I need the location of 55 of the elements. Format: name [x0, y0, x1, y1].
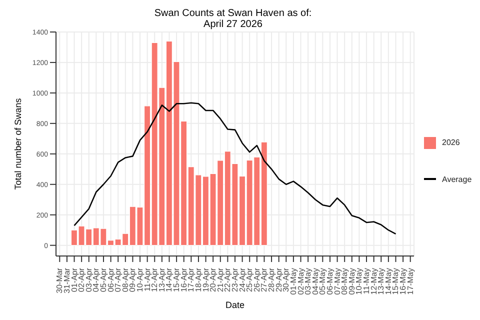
legend-label: Average [442, 174, 472, 184]
x-tick-label: 25-Apr [245, 268, 254, 292]
x-tick-label: 12-Apr [150, 268, 160, 292]
x-tick-label: 16-May [398, 268, 408, 295]
x-tick-label: 16-Apr [179, 268, 188, 292]
x-tick-label: 03-May [304, 268, 313, 295]
x-tick-label: 15-Apr [172, 268, 182, 292]
x-tick-label: 06-May [325, 268, 334, 295]
x-tick-label: 28-Apr [267, 268, 276, 292]
line-series [74, 102, 396, 235]
x-tick-label: 10-May [354, 268, 364, 295]
x-tick-label: 02-May [296, 268, 306, 295]
x-tick-label: 05-May [318, 268, 328, 295]
x-tick-label: 21-Apr [216, 268, 225, 292]
x-tick-label: 02-Apr [77, 268, 86, 292]
x-tick-label: 19-Apr [201, 268, 210, 292]
x-tick-label: 17-May [406, 268, 415, 295]
x-tick-label: 24-Apr [238, 268, 247, 292]
x-tick-label: 07-May [332, 268, 342, 295]
x-tick-label: 30-Apr [282, 268, 291, 292]
x-tick-label: 07-Apr [114, 268, 123, 292]
x-tick-label: 09-Apr [128, 268, 138, 292]
legend-label: 2026 [442, 138, 460, 147]
x-tick-label: 11-Apr [142, 268, 152, 292]
x-tick-label: 14-Apr [164, 268, 174, 292]
x-tick-label: 09-May [347, 268, 356, 295]
x-tick-label: 14-May [384, 268, 393, 295]
x-tick-label: 13-May [376, 268, 386, 295]
x-tick-label: 05-Apr [98, 268, 108, 292]
x-tick-label: 04-May [310, 268, 320, 295]
x-tick-label: 31-Mar [62, 268, 72, 294]
y-axis-title: Total number of Swans [13, 98, 24, 190]
x-tick-label: 13-Apr [157, 268, 166, 292]
x-tick-label: 04-Apr [92, 268, 101, 292]
chart-title: Swan Counts at Swan Haven as of: April 27 2026 [153, 8, 313, 30]
x-tick-label: 29-Apr [274, 268, 284, 292]
x-tick-label: 26-Apr [252, 268, 262, 292]
x-tick-label: 20-Apr [208, 268, 218, 292]
x-axis-title: Date [225, 300, 245, 310]
x-tick-label: 08-May [340, 268, 350, 295]
x-tick-label: 22-Apr [223, 268, 232, 292]
x-tick-label: 27-Apr [260, 268, 269, 292]
x-tick-label: 06-Apr [106, 268, 116, 292]
x-tick-label: 08-Apr [120, 268, 130, 292]
x-tick-label: 11-May [362, 268, 372, 294]
x-tick-label: 10-Apr [136, 268, 145, 292]
x-tick-label: 30-Mar [55, 268, 64, 294]
x-tick-label: 01-Apr [70, 268, 79, 292]
x-tick-label: 15-May [391, 268, 400, 295]
x-tick-label: 01-May [288, 268, 298, 295]
x-tick-label: 18-Apr [194, 268, 203, 292]
x-tick-label: 03-Apr [84, 268, 94, 292]
x-tick-label: 12-May [369, 268, 378, 295]
x-tick-label: 23-Apr [230, 268, 240, 292]
x-tick-label: 17-Apr [186, 268, 196, 292]
